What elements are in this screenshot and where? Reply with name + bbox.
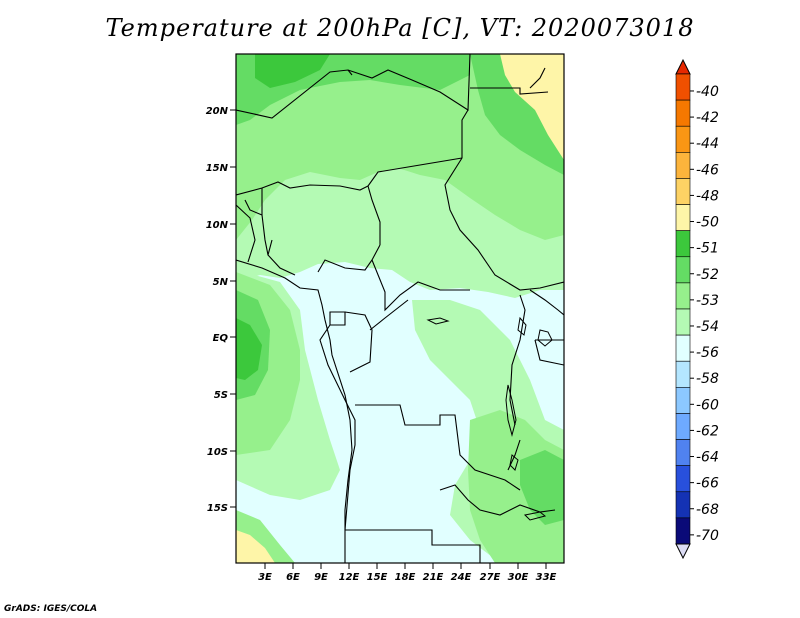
colorbar-swatch: [675, 204, 691, 231]
colorbar-swatch: [675, 360, 691, 388]
colorbar-label: -68: [696, 502, 719, 518]
colorbar-arrow-bottom: [675, 543, 691, 560]
colorbar-arrow-top: [675, 58, 691, 75]
colorbar-swatch: [675, 230, 691, 258]
map-frame: [235, 53, 565, 564]
colorbar-label: -70: [696, 528, 719, 544]
colorbar-swatch: [675, 152, 691, 179]
lat-label: 15S: [207, 503, 228, 514]
colorbar-swatch: [675, 387, 691, 414]
grads-credit: GrADS: IGES/COLA: [4, 604, 98, 614]
field-52-east: [468, 410, 564, 563]
field-51-ew: [520, 450, 564, 525]
field-yellow-ne: [500, 54, 564, 160]
colorbar-label: -54: [696, 319, 719, 335]
colorbar-label: -53: [696, 293, 719, 309]
colorbar: -40 -42 -44 -46 -48 -50 -51 -52 -53 -54 -56 -58 -60 -…: [675, 58, 719, 560]
colorbar-swatch: [675, 413, 691, 440]
colorbar-swatch: [675, 282, 691, 310]
colorbar-swatch: [675, 334, 691, 362]
colorbar-label: -58: [696, 371, 719, 387]
lakes: [426, 316, 553, 521]
colorbar-label: -60: [696, 397, 719, 413]
colorbar-swatch: [675, 256, 691, 284]
colorbar-label: -62: [696, 423, 719, 439]
field-yellow-sw: [236, 530, 275, 563]
lon-label: 3E: [258, 572, 272, 583]
temperature-field: [236, 54, 564, 563]
colorbar-label: -40: [696, 84, 719, 100]
colorbar-label: -51: [696, 241, 719, 257]
lat-label: 5S: [214, 390, 228, 401]
lon-label: 18E: [395, 572, 416, 583]
lat-axis: 20N 15N 10N 5N EQ 5S 10S 15S: [206, 106, 236, 514]
colorbar-swatch: [675, 439, 691, 466]
lon-label: 12E: [339, 572, 360, 583]
colorbar-label: -56: [696, 345, 719, 361]
lat-label: 20N: [206, 106, 229, 117]
colorbar-label: -52: [696, 267, 719, 283]
colorbar-label: -50: [696, 215, 719, 231]
colorbar-swatch: [675, 178, 691, 205]
lon-label: 21E: [423, 572, 444, 583]
lon-label: 30E: [508, 572, 529, 583]
lat-label: 5N: [213, 277, 229, 288]
lon-label: 24E: [451, 572, 472, 583]
colorbar-swatch: [675, 308, 691, 336]
lon-label: 33E: [536, 572, 557, 583]
colorbar-swatch: [675, 517, 691, 545]
lon-label: 9E: [314, 572, 328, 583]
colorbar-swatch: [675, 73, 691, 101]
country-borders: [236, 54, 564, 563]
lat-label: 15N: [206, 163, 229, 174]
colorbar-swatch: [675, 491, 691, 519]
lat-label: 10S: [207, 447, 228, 458]
colorbar-swatch: [675, 125, 691, 153]
lat-label: EQ: [213, 333, 229, 344]
lon-axis: 3E 6E 9E 12E 15E 18E 21E 24E 27E 30E 33E: [258, 563, 557, 583]
colorbar-label: -64: [696, 450, 719, 466]
colorbar-label: -48: [696, 188, 719, 204]
colorbar-swatch: [675, 99, 691, 127]
lat-label: 10N: [206, 220, 229, 231]
colorbar-label: -42: [696, 110, 719, 126]
map-title: Temperature at 200hPa [C], VT: 202007301…: [105, 14, 695, 42]
colorbar-swatch: [675, 465, 691, 493]
lon-label: 27E: [480, 572, 501, 583]
colorbar-label: -44: [696, 136, 719, 152]
lon-label: 6E: [286, 572, 300, 583]
field-50-b: [236, 318, 262, 380]
lon-label: 15E: [367, 572, 388, 583]
field-50: [255, 54, 330, 88]
colorbar-label: -46: [696, 162, 719, 178]
colorbar-label: -66: [696, 476, 719, 492]
